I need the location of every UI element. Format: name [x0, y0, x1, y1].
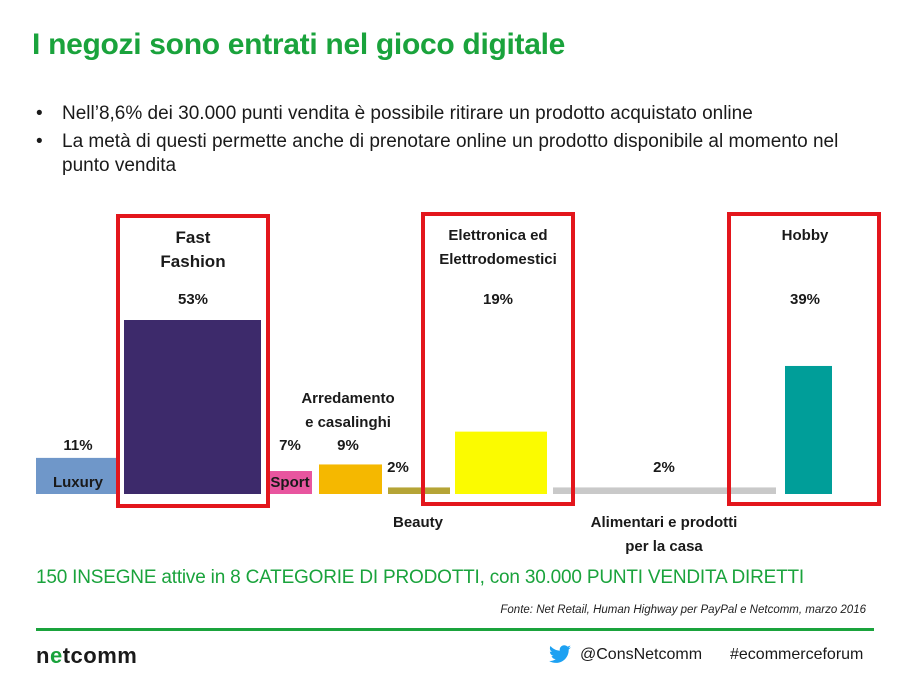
category-label: per la casa — [625, 538, 703, 555]
summary-text: 150 INSEGNE attive in 8 CATEGORIE DI PRO… — [36, 567, 804, 588]
logo-part: tcomm — [62, 643, 138, 668]
highlight-box — [116, 214, 270, 508]
value-label: 39% — [790, 291, 820, 308]
category-label: Beauty — [393, 514, 444, 531]
bullet-item: La metà di questi permette anche di pren… — [36, 130, 856, 178]
bar-alimentari-e-prodotti-per-la-casa — [553, 487, 776, 494]
twitter-handle: @ConsNetcomm — [580, 646, 703, 663]
value-label: 9% — [337, 437, 359, 454]
highlight-box — [421, 212, 575, 506]
bar-beauty — [388, 487, 450, 494]
highlight-box — [727, 212, 881, 506]
value-label: 7% — [279, 437, 301, 454]
value-label: 11% — [63, 437, 92, 454]
page-title: I negozi sono entrati nel gioco digitale — [32, 28, 566, 61]
netcomm-logo: netcomm — [36, 643, 137, 669]
bar-luxury — [36, 457, 120, 494]
logo-part: n — [36, 643, 50, 668]
category-label: Fast — [176, 228, 211, 247]
bullet-item: Nell’8,6% dei 30.000 punti vendita è pos… — [36, 102, 856, 126]
source-note: Fonte: Net Retail, Human Highway per Pay… — [500, 604, 866, 616]
value-label: 2% — [653, 459, 675, 476]
category-label: e casalinghi — [305, 414, 391, 431]
category-label: Sport — [270, 474, 309, 491]
category-label: Alimentari e prodotti — [591, 514, 738, 531]
category-label: Luxury — [53, 474, 104, 491]
twitter-bird-icon — [549, 645, 571, 663]
twitter-handle-group[interactable]: @ConsNetcomm — [548, 645, 702, 665]
category-label: Elettrodomestici — [439, 251, 557, 268]
value-label: 2% — [387, 459, 409, 476]
category-label: Hobby — [782, 227, 829, 244]
bar-sport — [266, 471, 312, 494]
logo-part: e — [49, 643, 63, 668]
bar-hobby — [785, 365, 832, 494]
bar-elettronica-ed-elettrodomestici — [455, 431, 547, 494]
bar-arredamento-e-casalinghi — [319, 464, 382, 494]
category-label: Arredamento — [301, 390, 394, 407]
category-label: Elettronica ed — [448, 227, 547, 244]
value-label: 19% — [483, 291, 513, 308]
bullet-list: Nell’8,6% dei 30.000 punti vendita è pos… — [36, 102, 856, 182]
value-label: 53% — [178, 291, 208, 308]
bar-fast-fashion — [124, 320, 261, 494]
category-label: Fashion — [160, 252, 225, 271]
footer-rule — [36, 628, 874, 631]
hashtag-text: #ecommerceforum — [730, 646, 864, 663]
category-bar-chart: Luxury 11% Fast Fashion 53% Sport 7% Arredament… — [36, 212, 881, 555]
